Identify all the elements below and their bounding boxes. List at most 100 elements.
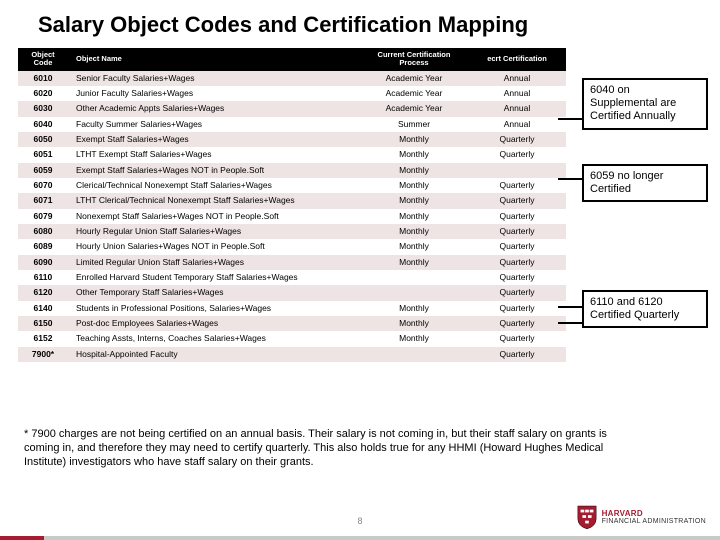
- table-row: 6050Exempt Staff Salaries+WagesMonthlyQu…: [18, 132, 566, 147]
- cell-ecrt: Quarterly: [468, 331, 566, 346]
- cell-ecrt: Quarterly: [468, 239, 566, 254]
- cell-code: 6120: [18, 285, 68, 300]
- cell-ecrt: Quarterly: [468, 255, 566, 270]
- cell-ecrt: Quarterly: [468, 301, 566, 316]
- cell-ecrt: Quarterly: [468, 285, 566, 300]
- cell-name: Hourly Regular Union Staff Salaries+Wage…: [68, 224, 360, 239]
- table-row: 6010Senior Faculty Salaries+WagesAcademi…: [18, 71, 566, 86]
- cell-ecrt: Quarterly: [468, 316, 566, 331]
- cell-ecrt: Annual: [468, 86, 566, 101]
- cell-name: LTHT Clerical/Technical Nonexempt Staff …: [68, 193, 360, 208]
- logo-sub: Financial Administration: [602, 518, 706, 525]
- table-row: 6110Enrolled Harvard Student Temporary S…: [18, 270, 566, 285]
- table-row: 6089Hourly Union Salaries+Wages NOT in P…: [18, 239, 566, 254]
- cell-ecrt: Quarterly: [468, 132, 566, 147]
- cell-current: [360, 270, 468, 285]
- th-current: Current Certification Process: [360, 48, 468, 71]
- table-row: 6059Exempt Staff Salaries+Wages NOT in P…: [18, 163, 566, 178]
- cell-current: Monthly: [360, 239, 468, 254]
- cell-code: 6152: [18, 331, 68, 346]
- cell-name: LTHT Exempt Staff Salaries+Wages: [68, 147, 360, 162]
- th-name: Object Name: [68, 48, 360, 71]
- table-row: 6080Hourly Regular Union Staff Salaries+…: [18, 224, 566, 239]
- cell-current: Monthly: [360, 132, 468, 147]
- cell-name: Senior Faculty Salaries+Wages: [68, 71, 360, 86]
- table-row: 6020Junior Faculty Salaries+WagesAcademi…: [18, 86, 566, 101]
- callout-6059: 6059 no longer Certified: [582, 164, 708, 202]
- logo-brand: HARVARD: [602, 510, 706, 518]
- cell-current: Academic Year: [360, 86, 468, 101]
- cell-current: Monthly: [360, 163, 468, 178]
- cell-ecrt: Annual: [468, 117, 566, 132]
- cell-current: Monthly: [360, 178, 468, 193]
- cell-name: Hourly Union Salaries+Wages NOT in Peopl…: [68, 239, 360, 254]
- cell-ecrt: Quarterly: [468, 347, 566, 362]
- callout-line-3a: [558, 306, 582, 308]
- cell-current: Academic Year: [360, 101, 468, 116]
- table-row: 6120Other Temporary Staff Salaries+Wages…: [18, 285, 566, 300]
- cell-code: 6040: [18, 117, 68, 132]
- table-row: 6030Other Academic Appts Salaries+WagesA…: [18, 101, 566, 116]
- cell-current: Monthly: [360, 301, 468, 316]
- cell-current: Monthly: [360, 209, 468, 224]
- cell-name: Hospital-Appointed Faculty: [68, 347, 360, 362]
- th-code: Object Code: [18, 48, 68, 71]
- cell-name: Post-doc Employees Salaries+Wages: [68, 316, 360, 331]
- callout-line-3b: [558, 322, 582, 324]
- cell-current: Summer: [360, 117, 468, 132]
- cell-code: 6071: [18, 193, 68, 208]
- table-row: 6152Teaching Assts, Interns, Coaches Sal…: [18, 331, 566, 346]
- cell-name: Faculty Summer Salaries+Wages: [68, 117, 360, 132]
- cell-code: 6089: [18, 239, 68, 254]
- cell-code: 6030: [18, 101, 68, 116]
- cell-name: Exempt Staff Salaries+Wages: [68, 132, 360, 147]
- callout-6040: 6040 on Supplemental are Certified Annua…: [582, 78, 708, 130]
- table-row: 6051LTHT Exempt Staff Salaries+WagesMont…: [18, 147, 566, 162]
- cell-ecrt: Annual: [468, 71, 566, 86]
- table-row: 6150Post-doc Employees Salaries+WagesMon…: [18, 316, 566, 331]
- table-row: 6079Nonexempt Staff Salaries+Wages NOT i…: [18, 209, 566, 224]
- cell-code: 6020: [18, 86, 68, 101]
- cell-name: Nonexempt Staff Salaries+Wages NOT in Pe…: [68, 209, 360, 224]
- harvard-logo: HARVARD Financial Administration: [576, 504, 706, 530]
- cell-current: Academic Year: [360, 71, 468, 86]
- cell-name: Exempt Staff Salaries+Wages NOT in Peopl…: [68, 163, 360, 178]
- codes-table: Object Code Object Name Current Certific…: [18, 48, 558, 362]
- cell-ecrt: Quarterly: [468, 193, 566, 208]
- cell-name: Other Temporary Staff Salaries+Wages: [68, 285, 360, 300]
- cell-current: Monthly: [360, 147, 468, 162]
- cell-current: Monthly: [360, 255, 468, 270]
- cell-current: [360, 347, 468, 362]
- cell-code: 6070: [18, 178, 68, 193]
- cell-code: 6080: [18, 224, 68, 239]
- cell-name: Junior Faculty Salaries+Wages: [68, 86, 360, 101]
- callout-line-2: [558, 178, 582, 180]
- page-number: 8: [357, 516, 362, 526]
- slide-title: Salary Object Codes and Certification Ma…: [0, 0, 720, 46]
- cell-current: Monthly: [360, 224, 468, 239]
- cell-code: 6110: [18, 270, 68, 285]
- cell-name: Students in Professional Positions, Sala…: [68, 301, 360, 316]
- callout-line-1: [558, 118, 582, 120]
- table-row: 6071LTHT Clerical/Technical Nonexempt St…: [18, 193, 566, 208]
- cell-name: Other Academic Appts Salaries+Wages: [68, 101, 360, 116]
- cell-ecrt: [468, 163, 566, 178]
- cell-current: Monthly: [360, 193, 468, 208]
- cell-code: 6059: [18, 163, 68, 178]
- cell-name: Enrolled Harvard Student Temporary Staff…: [68, 270, 360, 285]
- cell-code: 7900*: [18, 347, 68, 362]
- cell-name: Clerical/Technical Nonexempt Staff Salar…: [68, 178, 360, 193]
- shield-icon: [576, 504, 598, 530]
- th-ecrt: ecrt Certification: [468, 48, 566, 71]
- table-row: 6090Limited Regular Union Staff Salaries…: [18, 255, 566, 270]
- callout-6110: 6110 and 6120 Certified Quarterly: [582, 290, 708, 328]
- cell-code: 6090: [18, 255, 68, 270]
- cell-code: 6140: [18, 301, 68, 316]
- table-row: 6070Clerical/Technical Nonexempt Staff S…: [18, 178, 566, 193]
- cell-current: Monthly: [360, 316, 468, 331]
- table-row: 6140Students in Professional Positions, …: [18, 301, 566, 316]
- bottom-bar: [0, 536, 720, 540]
- cell-code: 6051: [18, 147, 68, 162]
- cell-code: 6050: [18, 132, 68, 147]
- cell-ecrt: Quarterly: [468, 209, 566, 224]
